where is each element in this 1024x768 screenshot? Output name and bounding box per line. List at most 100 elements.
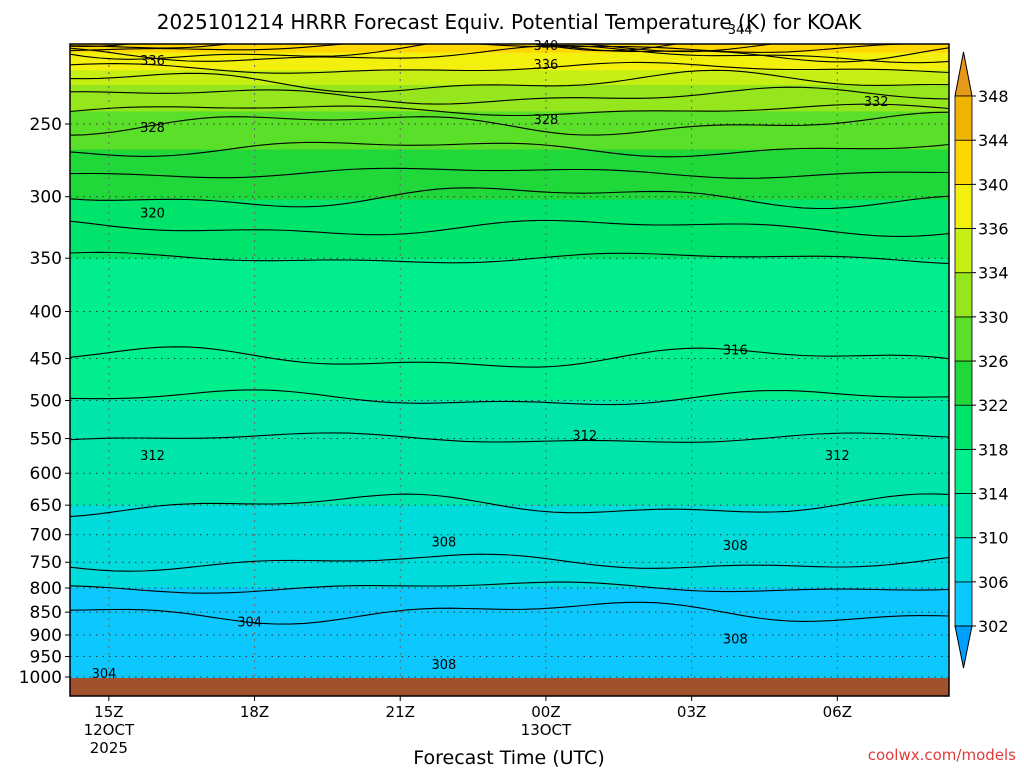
colorbar-label: 334 [978,264,1009,283]
colorbar-box [954,316,973,362]
contour-304 [70,601,949,625]
chart-title: 2025101214 HRRR Forecast Equiv. Potentia… [157,10,862,34]
x-axis-label: Forecast Time (UTC) [413,747,604,768]
contour-label-text: 320 [140,206,165,221]
colorbar-box [954,404,973,450]
y-tick-label: 450 [30,349,62,369]
contour-label-text: 312 [825,449,850,464]
y-tick-label: 500 [30,392,62,412]
contour-label-text: 344 [728,23,753,38]
color-band [70,505,949,589]
contour-324 [70,167,949,179]
contour-label: 320 [140,206,165,221]
y-tick-label: 300 [30,188,62,208]
contour-328 [70,111,949,136]
contour-label-text: 332 [864,95,889,110]
contour-label-text: 312 [140,449,165,464]
contour-314 [70,389,949,406]
contour-label: 336 [534,58,559,73]
contour-338 [70,45,949,64]
contour-label: 344 [728,23,753,38]
contour-label: 336 [140,54,165,69]
contour-label-text: 308 [432,536,457,551]
x-tick-label: 03Z [677,703,706,721]
color-band [70,399,949,506]
color-band [70,149,949,201]
plot-frame [69,43,950,697]
color-band [70,111,949,151]
contour-320 [70,219,949,237]
contour-340 [70,44,949,63]
colorbar-label: 318 [978,440,1009,459]
contour-308 [70,553,949,572]
colorbar-box [954,272,973,318]
contour-label: 332 [864,95,889,110]
watermark: coolwx.com/models [868,746,1016,764]
contour-label: 312 [825,449,850,464]
x-tick-label: 00Z [531,703,560,721]
colorbar-box [954,448,973,494]
colorbar-box [954,228,973,274]
color-band [70,85,949,113]
contour-label: 340 [534,39,559,54]
y-tick-label: 550 [30,430,62,450]
x-tick-date: 13OCT [521,721,572,739]
contour-334 [70,69,949,93]
colorbar-label: 340 [978,175,1009,194]
contour-312 [70,432,949,443]
y-tick-label: 350 [30,249,62,269]
color-band [70,52,949,71]
colorbar-box [954,537,973,583]
colorbar-bottom-arrow [954,625,973,669]
colorbar-box [954,360,973,406]
colorbar-box [954,581,973,627]
contour-label-text: 308 [723,539,748,554]
contour-label-text: 328 [534,113,559,128]
colorbar-label: 314 [978,485,1009,504]
contour-310 [70,493,949,518]
color-band [70,199,949,259]
contour-306 [70,581,949,594]
colorbar-box [954,139,973,185]
contour-label-text: 304 [237,615,262,630]
y-axis: 250 300 350 400 450 500 550 600 650 700 750 800 850 9… [19,115,70,688]
contour-label-text: 336 [534,58,559,73]
contour-322 [70,187,949,210]
colorbar-label: 310 [978,529,1009,548]
colorbar-label: 322 [978,396,1009,415]
contour-330 [70,103,949,117]
y-tick-label: 1000 [19,668,62,688]
contour-label: 328 [534,113,559,128]
contour-316 [70,346,949,368]
y-tick-label: 850 [30,603,62,623]
y-tick-label: 900 [30,626,62,646]
contour-label: 328 [140,121,165,136]
contour-label-text: 304 [92,667,117,682]
contour-label: 316 [723,344,748,359]
colorbar-label: 326 [978,352,1009,371]
colorbar-label: 336 [978,220,1009,239]
contour-label-text: 328 [140,121,165,136]
contour-318 [70,251,949,265]
contour-label-text: 316 [723,344,748,359]
color-bands [70,44,949,696]
contour-label: 312 [572,429,597,444]
colorbar-top-arrow [954,51,973,97]
colorbar-label: 344 [978,131,1009,150]
y-tick-label: 600 [30,464,62,484]
y-tick-label: 250 [30,115,62,135]
y-tick-label: 700 [30,526,62,546]
ground-strip [70,678,949,696]
contour-labels: 336 340 336 344 332 328 328 320 316 312 312 312 308 3… [92,23,889,682]
y-tick-label: 650 [30,496,62,516]
contour-326 [70,141,949,158]
contour-342 [70,44,949,53]
color-band [70,258,949,401]
color-band [70,70,949,86]
y-tick-label: 750 [30,553,62,573]
color-band [70,587,949,696]
colorbar-label: 302 [978,617,1009,636]
contour-label: 308 [723,539,748,554]
